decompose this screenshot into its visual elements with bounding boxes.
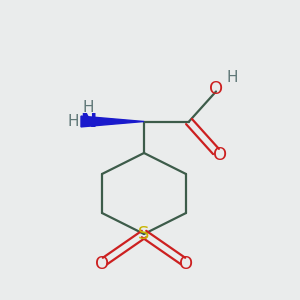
Text: N: N	[80, 112, 97, 131]
Text: H: H	[83, 100, 94, 116]
Text: O: O	[179, 255, 193, 273]
Text: O: O	[209, 80, 223, 98]
Text: O: O	[213, 146, 228, 164]
Text: S: S	[138, 225, 150, 243]
Polygon shape	[81, 116, 144, 127]
Text: O: O	[95, 255, 109, 273]
Text: H: H	[227, 70, 238, 86]
Text: H: H	[68, 114, 79, 129]
